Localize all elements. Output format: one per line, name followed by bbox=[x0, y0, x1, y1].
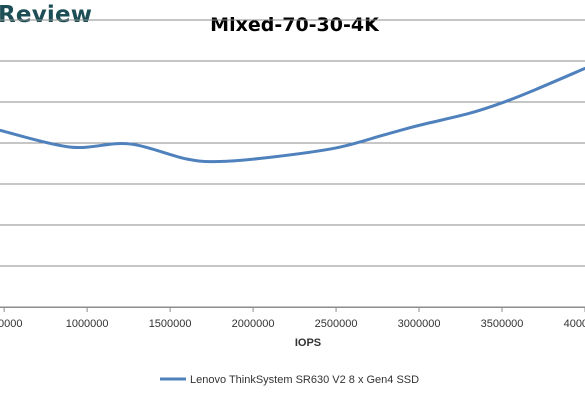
legend: Lenovo ThinkSystem SR630 V2 8 x Gen4 SSD bbox=[160, 374, 419, 386]
x-tick-label: 1000000 bbox=[66, 318, 109, 330]
brand-logo-text: Review bbox=[0, 2, 93, 28]
x-tick-label: 3500000 bbox=[481, 318, 524, 330]
series-line bbox=[0, 66, 585, 164]
legend-label: Lenovo ThinkSystem SR630 V2 8 x Gen4 SSD bbox=[190, 374, 419, 386]
x-axis: 500000 1000000 1500000 2000000 2500000 300000… bbox=[0, 307, 585, 330]
x-tick-label: 2000000 bbox=[232, 318, 275, 330]
x-tick-label: 3000000 bbox=[398, 318, 441, 330]
x-tick-label: 500000 bbox=[0, 318, 23, 330]
series-layer bbox=[0, 66, 585, 164]
gridlines bbox=[0, 19, 585, 308]
x-tick-label: 4000000 bbox=[564, 318, 585, 330]
x-axis-title: IOPS bbox=[295, 337, 321, 349]
x-tick-label: 1500000 bbox=[149, 318, 192, 330]
x-tick-label: 2500000 bbox=[315, 318, 358, 330]
